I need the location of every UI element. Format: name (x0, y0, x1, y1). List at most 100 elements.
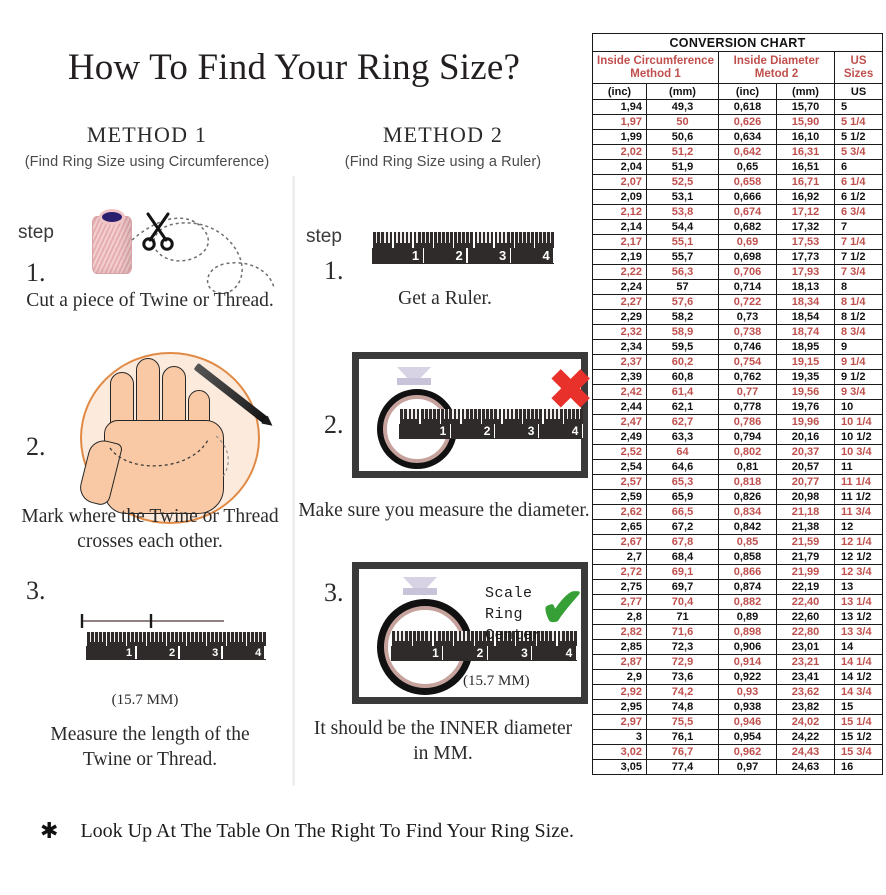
ruler-divider (575, 646, 577, 660)
table-cell-c-mm2: 21,79 (776, 549, 835, 565)
group-header-diameter-l2: Metod 2 (754, 67, 799, 80)
table-cell-c-mm2: 23,01 (776, 639, 835, 655)
table-cell-c-us: 7 3/4 (833, 264, 884, 280)
table-cell-c-inc1: 2,14 (592, 219, 647, 235)
ruler-number: 4 (542, 248, 550, 263)
table-cell-c-inc1: 2,17 (592, 234, 647, 250)
table-cell-c-mm2: 15,90 (776, 114, 835, 130)
method-2-step-3-caption-line2: in MM. (413, 743, 473, 764)
table-row: 2,54 64,6 0,81 20,57 11 (592, 459, 884, 475)
table-row: 1,97 50 0,626 15,90 5 1/4 (592, 114, 884, 130)
table-cell-c-mm1: 75,5 (646, 714, 719, 730)
table-cell-c-us: 12 3/4 (833, 564, 884, 580)
table-cell-c-inc2: 0,754 (718, 354, 777, 370)
table-cell-c-mm1: 73,6 (646, 669, 719, 685)
table-row: 2,04 51,9 0,65 16,51 6 (592, 159, 884, 175)
ruler-divider (537, 424, 540, 438)
table-cell-c-mm2: 23,41 (776, 669, 835, 685)
table-cell-c-mm2: 20,77 (776, 474, 835, 490)
table-cell-c-mm2: 24,22 (776, 729, 835, 745)
ruler-number: 1 (432, 646, 439, 660)
table-cell-c-inc2: 0,626 (718, 114, 777, 130)
table-cell-c-us: 14 3/4 (833, 684, 884, 700)
table-cell-c-mm2: 24,43 (776, 744, 835, 760)
table-cell-c-inc1: 2,9 (592, 669, 647, 685)
ruler-number: 2 (476, 646, 484, 660)
table-cell-c-inc1: 2,77 (592, 594, 647, 610)
table-cell-c-inc1: 2,52 (592, 444, 647, 460)
table-cell-c-inc1: 2,62 (592, 504, 647, 520)
table-cell-c-mm1: 62,1 (646, 399, 719, 415)
table-cell-c-us: 14 1/2 (833, 669, 884, 685)
table-cell-c-mm1: 57 (646, 279, 719, 295)
table-cell-c-inc2: 0,69 (718, 234, 777, 250)
measured-thread-segment (80, 614, 224, 628)
group-header-us-sizes: US Sizes (833, 51, 884, 84)
table-cell-c-inc1: 3,02 (592, 744, 647, 760)
col-header-inc-2: (inc) (718, 83, 777, 100)
ruler-divider (221, 646, 223, 659)
ruler-ticks (372, 232, 554, 248)
table-cell-c-inc2: 0,906 (718, 639, 777, 655)
table-cell-c-inc1: 2,27 (592, 294, 647, 310)
footnote-text: Look Up At The Table On The Right To Fin… (80, 819, 574, 842)
ruler-ticks (399, 409, 583, 424)
table-cell-c-inc2: 0,898 (718, 624, 777, 640)
table-cell-c-inc1: 2,09 (592, 189, 647, 205)
table-row: 3 76,1 0,954 24,22 15 1/2 (592, 729, 884, 745)
table-cell-c-inc2: 0,666 (718, 189, 777, 205)
table-row: 2,24 57 0,714 18,13 8 (592, 279, 884, 295)
table-cell-c-inc2: 0,658 (718, 174, 777, 190)
table-cell-c-mm2: 18,95 (776, 339, 835, 355)
method-1-step-2-number: 2. (26, 432, 46, 461)
col-header-mm-2: (mm) (776, 83, 835, 100)
table-cell-c-us: 15 1/2 (833, 729, 884, 745)
table-cell-c-us: 10 1/2 (833, 429, 884, 445)
ruler-number: 3 (521, 646, 528, 660)
table-cell-c-mm2: 18,74 (776, 324, 835, 340)
table-cell-c-mm2: 23,82 (776, 699, 835, 715)
table-cell-c-mm1: 56,3 (646, 264, 719, 280)
table-row: 2,42 61,4 0,77 19,56 9 3/4 (592, 384, 884, 400)
table-cell-c-inc2: 0,922 (718, 669, 777, 685)
table-row: 2,44 62,1 0,778 19,76 10 (592, 399, 884, 415)
table-cell-c-inc2: 0,834 (718, 504, 777, 520)
ruler-number: 2 (169, 647, 176, 659)
table-cell-c-us: 7 1/2 (833, 249, 884, 265)
table-row: 2,7 68,4 0,858 21,79 12 1/2 (592, 549, 884, 565)
table-row: 2,62 66,5 0,834 21,18 11 3/4 (592, 504, 884, 520)
table-cell-c-mm1: 60,2 (646, 354, 719, 370)
asterisk-icon: ✱ (40, 818, 59, 843)
table-cell-c-inc1: 2,75 (592, 579, 647, 595)
table-cell-c-mm1: 64 (646, 444, 719, 460)
table-row: 2,67 67,8 0,85 21,59 12 1/4 (592, 534, 884, 550)
table-cell-c-mm1: 72,9 (646, 654, 719, 670)
table-cell-c-inc1: 2,97 (592, 714, 647, 730)
method-2-header: METHOD 2 (Find Ring Size using a Ruler) (298, 122, 588, 170)
table-cell-c-mm2: 15,70 (776, 99, 835, 115)
table-row: 2,47 62,7 0,786 19,96 10 1/4 (592, 414, 884, 430)
ruler-divider (493, 424, 496, 438)
method-1-step-3-caption: Measure the length of the Twine or Threa… (8, 722, 292, 772)
table-row: 2,02 51,2 0,642 16,31 5 3/4 (592, 144, 884, 160)
table-cell-c-mm2: 20,16 (776, 429, 835, 445)
table-cell-c-mm2: 17,93 (776, 264, 835, 280)
method-1-step-3-number: 3. (26, 576, 46, 605)
ruler-number: 1 (125, 647, 133, 659)
table-cell-c-us: 9 3/4 (833, 384, 884, 400)
table-cell-c-inc2: 0,946 (718, 714, 777, 730)
table-cell-c-inc2: 0,77 (718, 384, 777, 400)
table-cell-c-inc2: 0,634 (718, 129, 777, 145)
table-cell-c-inc2: 0,938 (718, 699, 777, 715)
table-row: 2,75 69,7 0,874 22,19 13 (592, 579, 884, 595)
scale-ring-center-label: Scale Ring Center (485, 583, 581, 646)
ruler-divider (553, 248, 554, 263)
table-cell-c-us: 13 1/4 (833, 594, 884, 610)
ruler-number: 4 (565, 646, 573, 660)
footnote: ✱ Look Up At The Table On The Right To F… (40, 818, 580, 844)
conversion-chart-title: CONVERSION CHART (591, 33, 884, 52)
table-cell-c-mm1: 74,8 (646, 699, 719, 715)
col-header-us: US (833, 83, 884, 100)
table-row: 2,07 52,5 0,658 16,71 6 1/4 (592, 174, 884, 190)
ring-marker-dashed-line (109, 435, 229, 479)
